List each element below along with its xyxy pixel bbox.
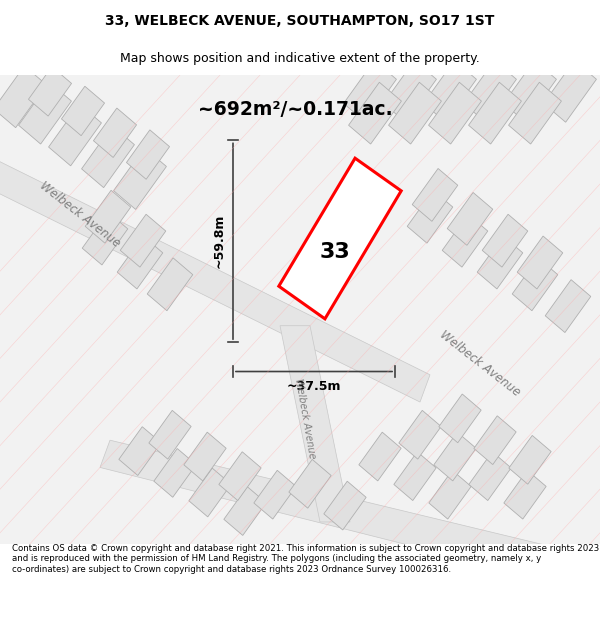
Polygon shape bbox=[474, 416, 516, 464]
Polygon shape bbox=[503, 61, 556, 122]
Polygon shape bbox=[359, 432, 401, 481]
Polygon shape bbox=[349, 82, 401, 144]
Polygon shape bbox=[279, 158, 401, 319]
Polygon shape bbox=[389, 82, 442, 144]
Polygon shape bbox=[149, 411, 191, 459]
Polygon shape bbox=[544, 61, 596, 122]
Polygon shape bbox=[428, 82, 481, 144]
Polygon shape bbox=[512, 258, 558, 311]
Polygon shape bbox=[469, 452, 511, 501]
Polygon shape bbox=[424, 61, 476, 122]
Text: 33, WELBECK AVENUE, SOUTHAMPTON, SO17 1ST: 33, WELBECK AVENUE, SOUTHAMPTON, SO17 1S… bbox=[106, 14, 494, 28]
Polygon shape bbox=[504, 471, 546, 519]
Text: Welbeck Avenue: Welbeck Avenue bbox=[37, 179, 123, 250]
Text: 33: 33 bbox=[320, 242, 350, 262]
Polygon shape bbox=[477, 236, 523, 289]
Polygon shape bbox=[383, 61, 436, 122]
Polygon shape bbox=[224, 487, 266, 536]
Polygon shape bbox=[154, 449, 196, 498]
Polygon shape bbox=[509, 82, 562, 144]
Polygon shape bbox=[117, 236, 163, 289]
Polygon shape bbox=[119, 427, 161, 476]
Polygon shape bbox=[61, 86, 104, 136]
Polygon shape bbox=[289, 459, 331, 508]
Text: Welbeck Avenue: Welbeck Avenue bbox=[437, 329, 523, 399]
Text: ~59.8m: ~59.8m bbox=[212, 214, 226, 268]
Polygon shape bbox=[439, 394, 481, 442]
Polygon shape bbox=[219, 452, 261, 501]
Polygon shape bbox=[407, 190, 453, 243]
Polygon shape bbox=[344, 61, 397, 122]
Polygon shape bbox=[434, 432, 476, 481]
Polygon shape bbox=[447, 192, 493, 246]
Polygon shape bbox=[280, 326, 350, 522]
Polygon shape bbox=[545, 279, 591, 332]
Polygon shape bbox=[19, 82, 71, 144]
Polygon shape bbox=[517, 236, 563, 289]
Polygon shape bbox=[469, 82, 521, 144]
Polygon shape bbox=[412, 169, 458, 221]
Polygon shape bbox=[82, 212, 128, 265]
Polygon shape bbox=[0, 157, 430, 402]
Polygon shape bbox=[82, 126, 134, 188]
Text: Map shows position and indicative extent of the property.: Map shows position and indicative extent… bbox=[120, 52, 480, 65]
Polygon shape bbox=[394, 452, 436, 501]
Polygon shape bbox=[85, 190, 131, 243]
Text: Contains OS data © Crown copyright and database right 2021. This information is : Contains OS data © Crown copyright and d… bbox=[12, 544, 599, 574]
Polygon shape bbox=[184, 432, 226, 481]
Polygon shape bbox=[189, 468, 231, 517]
Polygon shape bbox=[94, 108, 137, 158]
Polygon shape bbox=[442, 214, 488, 267]
Polygon shape bbox=[113, 148, 166, 209]
Polygon shape bbox=[120, 214, 166, 267]
Polygon shape bbox=[147, 258, 193, 311]
Polygon shape bbox=[254, 471, 296, 519]
Polygon shape bbox=[482, 214, 528, 267]
Polygon shape bbox=[509, 436, 551, 484]
Text: ~692m²/~0.171ac.: ~692m²/~0.171ac. bbox=[197, 101, 392, 119]
Polygon shape bbox=[100, 440, 600, 598]
Polygon shape bbox=[0, 66, 46, 128]
Polygon shape bbox=[127, 130, 170, 179]
Polygon shape bbox=[399, 411, 441, 459]
Polygon shape bbox=[49, 104, 101, 166]
Text: ~37.5m: ~37.5m bbox=[287, 380, 341, 393]
Text: Welbeck Avenue: Welbeck Avenue bbox=[293, 378, 317, 459]
Polygon shape bbox=[28, 67, 71, 116]
Polygon shape bbox=[324, 481, 366, 530]
Polygon shape bbox=[464, 61, 517, 122]
Polygon shape bbox=[429, 471, 471, 519]
